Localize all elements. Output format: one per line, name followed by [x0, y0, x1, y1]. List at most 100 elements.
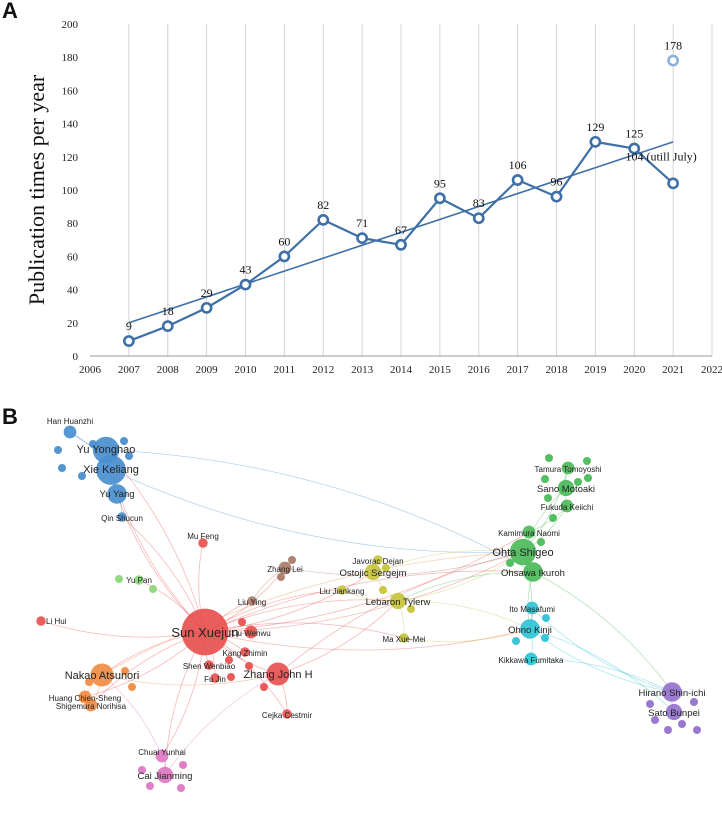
data-label-2019: 129 — [586, 120, 604, 134]
data-label-2013: 71 — [356, 216, 368, 230]
node-zhang-lei — [278, 561, 292, 575]
data-label-2010: 43 — [240, 263, 252, 277]
data-point-2012 — [317, 213, 330, 226]
node-label-tamura-tomoyoshi: Tamura Tomoyoshi — [535, 465, 602, 474]
x-tick-label-2015: 2015 — [429, 364, 452, 376]
node-yu-pan — [134, 575, 144, 585]
network-minor-node — [506, 559, 514, 567]
x-tick-label-2011: 2011 — [274, 364, 296, 376]
network-minor-node — [646, 700, 654, 708]
network-minor-node — [78, 472, 86, 480]
y-tick-label-60: 60 — [67, 251, 79, 263]
x-tick-label-2021: 2021 — [662, 364, 684, 376]
x-tick-label-2022: 2022 — [701, 364, 722, 376]
network-edge — [204, 622, 405, 639]
node-label-ohno-kinji: Ohno Kinji — [508, 625, 552, 636]
y-tick-label-0: 0 — [73, 351, 79, 363]
x-tick-label-2010: 2010 — [235, 364, 258, 376]
data-point-2015 — [433, 192, 446, 205]
network-edge — [105, 449, 534, 573]
network-edge — [277, 600, 399, 675]
node-ohno-kinji — [520, 619, 540, 639]
node-zhang-john-h — [266, 662, 290, 686]
node-ito-masafumi — [525, 601, 539, 615]
network-edge — [397, 600, 531, 630]
network-edge — [204, 570, 534, 633]
node-han-huanzhi — [63, 425, 77, 439]
network-edge — [403, 628, 531, 643]
panel-a-label: A — [2, 0, 18, 23]
node-ma-xue-mei — [399, 633, 409, 643]
x-tick-label-2012: 2012 — [312, 364, 334, 376]
network-minor-node — [693, 726, 701, 734]
network-edge — [204, 628, 531, 651]
network-minor-node — [54, 446, 62, 454]
node-label-xie-keliang: Xie Keliang — [83, 464, 139, 476]
data-label-2016: 83 — [473, 196, 485, 210]
node-label-liu-ying: Liu Ying — [238, 598, 266, 607]
node-label-sato-bunpei: Sato Bunpei — [648, 708, 700, 719]
network-minor-node — [541, 634, 549, 642]
network-minor-node — [651, 716, 659, 724]
node-sato-bunpei — [665, 703, 683, 721]
x-tick-label-2009: 2009 — [196, 364, 219, 376]
network-edges — [40, 431, 675, 776]
node-shigemura-norihisa — [84, 698, 98, 712]
y-tick-label-140: 140 — [62, 119, 79, 131]
y-tick-label-100: 100 — [62, 185, 79, 197]
network-edge — [372, 549, 524, 573]
node-shen-wenbiao — [204, 660, 214, 670]
network-edge — [531, 607, 673, 693]
node-label-li-hui: Li Hui — [46, 617, 67, 626]
y-tick-label-120: 120 — [62, 152, 79, 164]
x-tick-label-2008: 2008 — [157, 364, 180, 376]
network-minor-node — [238, 618, 246, 626]
node-label-ohta-shigeo: Ohta Shigeo — [492, 547, 553, 559]
node-label-mu-feng: Mu Feng — [187, 532, 219, 541]
network-edge — [164, 673, 279, 776]
coauthor-network: Han Huanzhi Yu Yonghao Xie Keliang Yu Yang Q… — [36, 417, 706, 792]
node-label-qin-shucun: Qin Shucun — [101, 514, 143, 523]
network-minor-node — [382, 564, 390, 572]
network-minor-node — [549, 514, 557, 522]
network-minor-node — [584, 474, 592, 482]
node-kang-zhimin — [240, 647, 250, 657]
network-minor-node — [583, 457, 591, 465]
x-tick-label-2006: 2006 — [79, 364, 102, 376]
node-hirano-shin-ichi — [662, 682, 682, 702]
y-tick-label-20: 20 — [67, 318, 79, 330]
data-label-2014: 67 — [395, 223, 407, 237]
node-javorac-dejan — [373, 555, 383, 565]
data-label-2021: 104 (utill July) — [625, 149, 696, 163]
data-label-2011: 60 — [278, 234, 290, 248]
node-fu-jin — [210, 673, 220, 683]
network-minor-node — [407, 605, 415, 613]
data-point-2021 — [667, 177, 680, 190]
node-label-yu-yonghao: Yu Yonghao — [77, 444, 136, 456]
node-ohta-shigeo — [509, 538, 537, 566]
node-label-nakao-atsunori: Nakao Atsunori — [65, 670, 140, 682]
network-minor-node — [277, 573, 285, 581]
x-tick-label-2017: 2017 — [507, 364, 530, 376]
node-liu-wenwu — [244, 625, 258, 639]
node-ostojic-sergejm — [364, 563, 382, 581]
node-li-hui — [36, 616, 46, 626]
data-point-2014 — [395, 238, 407, 251]
node-yu-yang — [107, 484, 127, 504]
network-minor-node — [149, 585, 157, 593]
node-label-sano-motoaki: Sano Motoaki — [537, 484, 595, 495]
node-label-hirano-shin-ichi: Hirano Shin-ichi — [638, 688, 705, 699]
node-label-lebaron-tylerw: Lebaron Tylerw — [366, 597, 431, 608]
node-label-ohsawa-ikuroh: Ohsawa Ikuroh — [501, 568, 565, 579]
network-minor-node — [146, 782, 154, 790]
node-label-ito-masafumi: Ito Masafumi — [509, 605, 555, 614]
network-minor-node — [121, 667, 129, 675]
network-minor-node — [120, 437, 128, 445]
data-label-2020: 125 — [625, 127, 643, 141]
node-label-han-huanzhi: Han Huanzhi — [47, 417, 93, 426]
network-minor-node — [128, 683, 136, 691]
data-label-2018: 96 — [551, 175, 563, 189]
data-point-2011 — [278, 250, 291, 263]
projected-label-2021: 178 — [664, 39, 682, 53]
data-point-2007 — [122, 335, 135, 347]
